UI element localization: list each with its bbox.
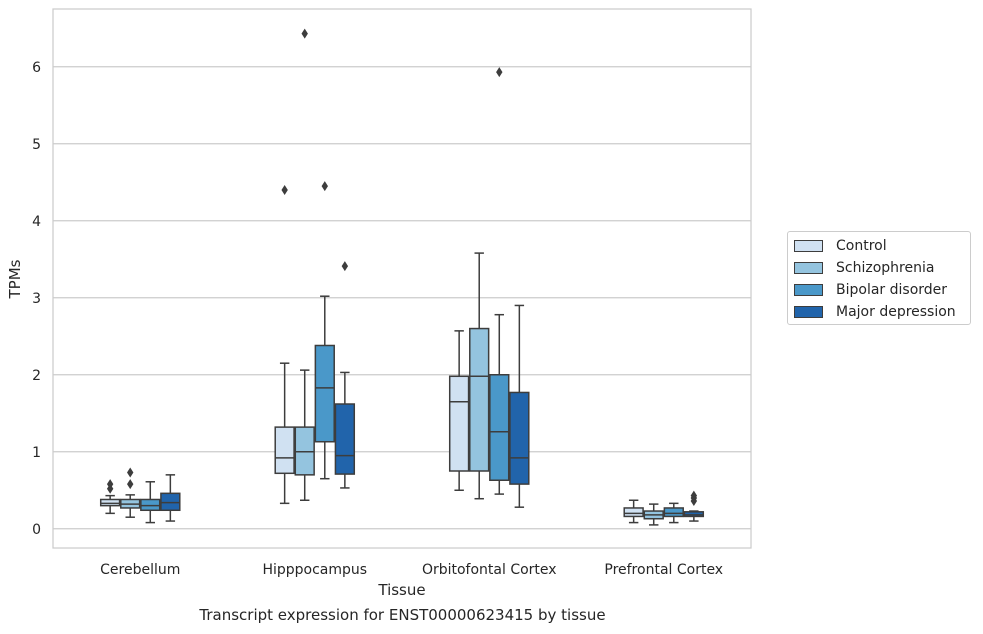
outlier-point bbox=[127, 467, 134, 478]
box-iqr bbox=[623, 507, 644, 518]
box-iqr bbox=[314, 344, 335, 443]
box-iqr bbox=[99, 498, 121, 507]
box-element bbox=[643, 503, 664, 526]
box-iqr bbox=[469, 327, 490, 472]
x-axis-label: Tissue bbox=[377, 581, 425, 599]
x-tick-label: Prefrontal Cortex bbox=[604, 562, 723, 578]
figure-caption: Transcript expression for ENST0000062341… bbox=[199, 606, 606, 624]
y-tick-label: 1 bbox=[32, 445, 41, 461]
box-element bbox=[663, 502, 684, 524]
legend-swatch-bipolar-disorder bbox=[794, 284, 823, 296]
outlier-point bbox=[690, 490, 698, 501]
box-element bbox=[623, 499, 644, 524]
y-axis-label: TPMs bbox=[6, 259, 24, 299]
box-iqr bbox=[448, 375, 470, 472]
legend-swatch-control bbox=[794, 240, 823, 252]
legend-item-control: Control bbox=[794, 237, 887, 255]
x-tick-label: Cerebellum bbox=[100, 562, 180, 578]
legend-label-schizophrenia: Schizophrenia bbox=[836, 260, 935, 276]
outlier-point bbox=[281, 184, 288, 195]
box-iqr bbox=[683, 511, 705, 518]
box-iqr bbox=[294, 426, 315, 476]
legend: Control Schizophrenia Bipolar disorder M… bbox=[787, 231, 971, 325]
box-element bbox=[274, 184, 295, 505]
box-element bbox=[99, 479, 121, 515]
box-iqr bbox=[489, 374, 510, 481]
legend-item-major-depression: Major depression bbox=[794, 303, 956, 321]
box-element bbox=[160, 474, 181, 522]
y-tick-labels: 0 1 2 3 4 5 6 bbox=[32, 60, 41, 538]
legend-label-major-depression: Major depression bbox=[836, 304, 956, 320]
x-tick-label: Hipppocampus bbox=[262, 562, 367, 578]
box-element bbox=[314, 181, 335, 480]
box-iqr bbox=[509, 391, 530, 485]
box-element bbox=[334, 261, 356, 489]
outlier-point bbox=[106, 479, 114, 490]
y-tick-label: 0 bbox=[32, 522, 41, 538]
legend-label-bipolar-disorder: Bipolar disorder bbox=[836, 282, 948, 298]
gridlines bbox=[53, 66, 751, 530]
x-tick-labels: Cerebellum Hipppocampus Orbitofontal Corte… bbox=[100, 562, 723, 578]
box-iqr bbox=[274, 426, 295, 475]
y-tick-label: 6 bbox=[32, 60, 41, 76]
legend-item-bipolar-disorder: Bipolar disorder bbox=[794, 281, 947, 299]
box-element bbox=[469, 252, 490, 500]
legend-swatch-schizophrenia bbox=[794, 262, 823, 274]
plot-area-frame bbox=[52, 8, 752, 549]
outlier-point bbox=[496, 67, 503, 78]
box-element bbox=[448, 330, 470, 491]
y-tick-label: 4 bbox=[32, 214, 41, 230]
box-iqr bbox=[663, 507, 684, 518]
box-element bbox=[509, 304, 530, 508]
outlier-point bbox=[321, 181, 328, 192]
box-element bbox=[489, 67, 510, 495]
box-element bbox=[120, 467, 141, 518]
box-element bbox=[294, 28, 315, 502]
box-element bbox=[140, 481, 161, 524]
outlier-point bbox=[341, 261, 349, 272]
box-iqr bbox=[140, 498, 161, 512]
outlier-point bbox=[127, 479, 134, 490]
box-element bbox=[683, 490, 705, 522]
box-iqr bbox=[334, 403, 356, 475]
outlier-point bbox=[301, 28, 308, 39]
legend-label-control: Control bbox=[836, 238, 887, 254]
y-tick-label: 3 bbox=[32, 291, 41, 307]
y-tick-label: 2 bbox=[32, 368, 41, 384]
boxes bbox=[99, 28, 705, 526]
box-iqr bbox=[160, 492, 181, 512]
legend-swatch-major-depression bbox=[794, 306, 823, 318]
x-tick-label: Orbitofontal Cortex bbox=[422, 562, 557, 578]
legend-item-schizophrenia: Schizophrenia bbox=[794, 259, 934, 277]
y-tick-label: 5 bbox=[32, 137, 41, 153]
